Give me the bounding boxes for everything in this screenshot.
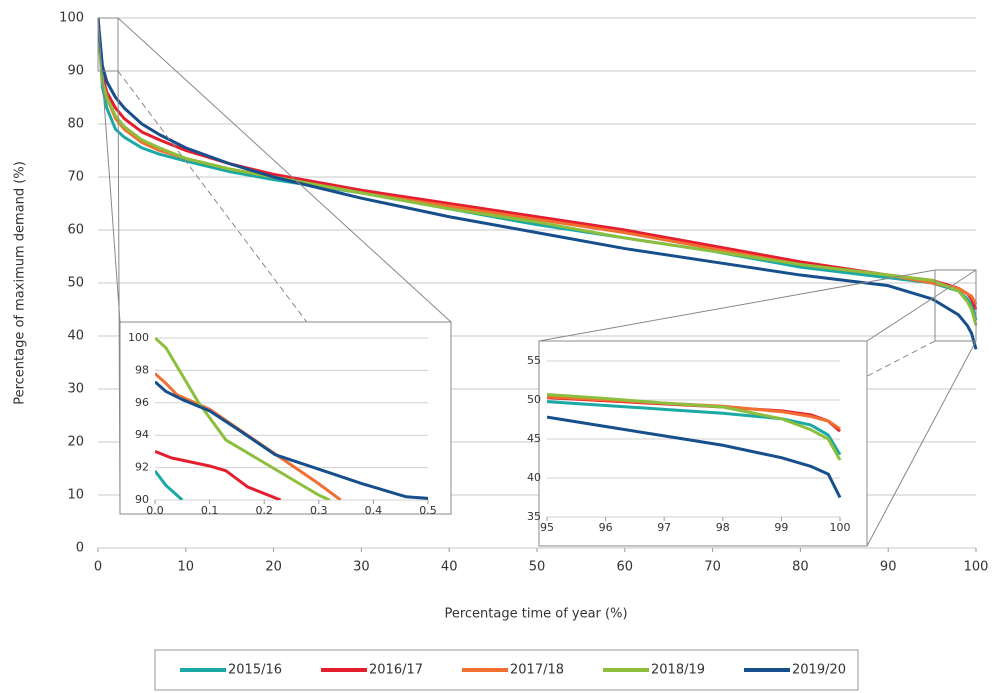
y-tick-label: 55 — [527, 354, 541, 367]
series-line — [98, 17, 978, 350]
zoom-line — [866, 340, 977, 547]
legend-label: 2018/19 — [651, 663, 705, 678]
x-tick-label: 100 — [964, 560, 989, 575]
x-tick-label: 10 — [178, 560, 195, 575]
main-chart: 0 10 20 30 40 50 60 70 80 90 100 0 10 20 30 40 50 60 70 80 9… — [59, 11, 988, 575]
inset-chart: 35 40 45 50 55 95 96 97 98 99 100 — [527, 354, 851, 534]
y-tick-label: 100 — [59, 11, 84, 26]
series-line — [98, 17, 978, 305]
y-tick-label: 35 — [527, 510, 541, 523]
legend-label: 2017/18 — [510, 663, 564, 678]
x-tick-label: 0.1 — [201, 504, 219, 517]
y-tick-label: 80 — [67, 117, 84, 132]
x-tick-label: 97 — [657, 521, 671, 534]
inset-chart: 90 92 94 96 98 100 0.0 0.1 0.2 0.3 0.4 0.5 — [128, 331, 437, 517]
x-tick-label: 100 — [830, 521, 851, 534]
zoom-box — [97, 17, 119, 72]
x-tick-label: 50 — [529, 560, 546, 575]
series-line — [155, 380, 429, 500]
legend-label: 2016/17 — [369, 663, 423, 678]
y-tick-label: 50 — [67, 276, 84, 291]
x-tick-label: 96 — [599, 521, 613, 534]
y-tick-label: 100 — [128, 331, 149, 344]
zoom-line — [538, 269, 936, 342]
y-tick-label: 96 — [135, 396, 149, 409]
x-tick-label: 0.5 — [419, 504, 437, 517]
zoom-line — [97, 17, 121, 323]
x-tick-label: 0.2 — [255, 504, 273, 517]
legend: 2015/16 2016/17 2017/18 2018/19 2019/20 — [180, 663, 846, 678]
x-tick-label: 95 — [540, 521, 554, 534]
series-line — [547, 393, 842, 461]
x-tick-label: 40 — [441, 560, 458, 575]
series-line — [547, 415, 842, 499]
x-tick-label: 0.4 — [365, 504, 383, 517]
y-tick-label: 90 — [135, 493, 149, 506]
y-tick-label: 50 — [527, 393, 541, 406]
y-tick-label: 60 — [67, 223, 84, 238]
series-line — [98, 17, 978, 326]
x-tick-label: 80 — [792, 560, 809, 575]
y-tick-label: 98 — [135, 363, 149, 376]
x-tick-label: 20 — [265, 560, 282, 575]
legend-label: 2019/20 — [792, 663, 846, 678]
y-tick-label: 94 — [135, 428, 149, 441]
x-tick-label: 30 — [353, 560, 370, 575]
y-tick-label: 90 — [67, 64, 84, 79]
x-tick-label: 98 — [716, 521, 730, 534]
x-tick-label: 90 — [880, 560, 897, 575]
legend-label: 2015/16 — [228, 663, 282, 678]
zoom-line — [866, 269, 977, 342]
series-line — [155, 450, 282, 500]
x-tick-label: 70 — [704, 560, 721, 575]
y-tick-label: 45 — [527, 432, 541, 445]
x-tick-label: 60 — [617, 560, 634, 575]
series-line — [155, 336, 331, 500]
zoom-line — [117, 17, 452, 323]
y-tick-label: 10 — [67, 488, 84, 503]
y-tick-label: 70 — [67, 170, 84, 185]
y-tick-label: 0 — [76, 541, 84, 556]
series-line — [155, 469, 184, 500]
y-tick-label: 92 — [135, 461, 149, 474]
y-axis-label: Percentage of maximum demand (%) — [13, 161, 28, 405]
series-line — [547, 400, 842, 456]
x-tick-label: 99 — [774, 521, 788, 534]
inset-box — [119, 321, 452, 515]
y-tick-label: 40 — [527, 471, 541, 484]
x-tick-label: 0 — [94, 560, 102, 575]
y-tick-label: 20 — [67, 435, 84, 450]
y-tick-label: 30 — [67, 382, 84, 397]
y-tick-label: 40 — [67, 329, 84, 344]
x-axis-label: Percentage time of year (%) — [444, 607, 627, 622]
zoom-box — [934, 269, 977, 342]
x-tick-label: 0.0 — [146, 504, 164, 517]
x-tick-label: 0.3 — [310, 504, 328, 517]
